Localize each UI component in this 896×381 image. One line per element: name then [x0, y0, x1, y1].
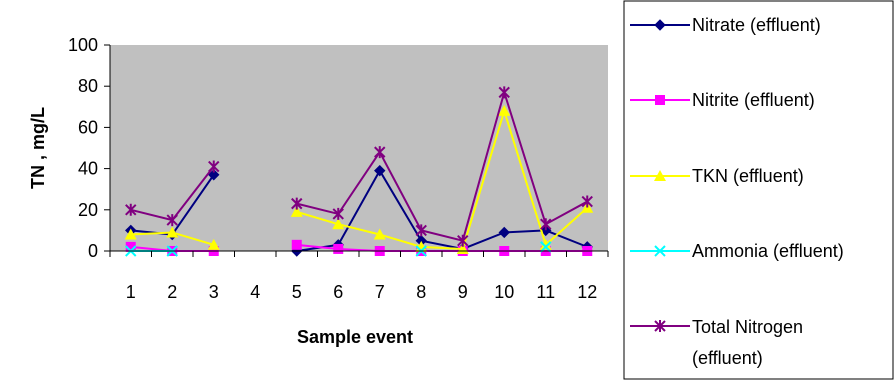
- legend-marker-tkn-effluent: [654, 170, 666, 181]
- x-tick-label: 3: [209, 282, 219, 302]
- series-line-total-nitrogen-effluent: [296, 88, 588, 242]
- x-tick-label: 5: [292, 282, 302, 302]
- data-point-total-nitrogen-effluent: [498, 86, 510, 99]
- y-tick-label: 100: [68, 35, 98, 55]
- data-point-total-nitrogen-effluent: [415, 224, 427, 237]
- legend: Nitrate (effluent) Nitrite (effluent) TKN …: [623, 0, 894, 380]
- y-axis-title: TN , mg/L: [28, 107, 48, 189]
- legend-label-line: Total Nitrogen: [692, 317, 803, 337]
- data-point-tkn-effluent: [373, 228, 386, 240]
- data-point-nitrite-effluent: [333, 243, 344, 254]
- x-tick-label: 10: [494, 282, 514, 302]
- legend-marker-ammonia-effluent: [654, 245, 666, 257]
- data-point-total-nitrogen-effluent: [540, 218, 552, 231]
- legend-label-ammonia-effluent: Ammonia (effluent): [692, 241, 844, 261]
- x-tick-label: 11: [536, 282, 555, 302]
- data-point-nitrite-effluent: [291, 239, 302, 250]
- data-point-nitrate-effluent: [208, 169, 220, 181]
- data-point-tkn-effluent: [166, 226, 179, 238]
- data-point-total-nitrogen-effluent: [457, 234, 469, 247]
- x-tick-label: 2: [167, 282, 177, 302]
- data-point-total-nitrogen-effluent: [374, 146, 386, 159]
- data-point-total-nitrogen-effluent: [332, 207, 344, 220]
- data-point-total-nitrogen-effluent: [208, 160, 220, 173]
- data-point-tkn-effluent: [290, 205, 303, 217]
- x-tick-label: 9: [458, 282, 468, 302]
- legend-label-nitrate-effluent: Nitrate (effluent): [692, 15, 821, 35]
- legend-label-nitrite-effluent: Nitrite (effluent): [692, 90, 815, 110]
- plot-area: [110, 45, 608, 251]
- x-tick-label: 7: [375, 282, 385, 302]
- legend-label-total-nitrogen-effluent: Total Nitrogen (effluent): [692, 317, 803, 368]
- plot-lines: [124, 86, 594, 257]
- data-point-tkn-effluent: [207, 238, 220, 250]
- x-tick-label: 6: [333, 282, 343, 302]
- data-point-total-nitrogen-effluent: [581, 195, 593, 208]
- y-tick-label: 40: [78, 159, 98, 179]
- x-tick-label: 1: [126, 282, 136, 302]
- data-point-tkn-effluent: [498, 104, 511, 116]
- legend-label-tkn-effluent: TKN (effluent): [692, 166, 804, 186]
- y-tick-label: 0: [88, 241, 98, 261]
- x-ticks: 1 2 3 4 5 6 7 8 9 10 11 12: [109, 251, 609, 302]
- data-point-nitrate-effluent: [374, 164, 386, 177]
- y-ticks: 0 20 40 60 80 100: [68, 35, 110, 261]
- legend-box: [623, 0, 894, 380]
- data-point-total-nitrogen-effluent: [291, 197, 303, 210]
- data-point-ammonia-effluent: [540, 241, 552, 253]
- x-tick-label: 12: [577, 282, 597, 302]
- data-point-nitrite-effluent: [125, 241, 136, 252]
- y-tick-label: 60: [78, 117, 98, 137]
- series-line-nitrate-effluent: [296, 168, 588, 252]
- data-point-tkn-effluent: [332, 218, 345, 230]
- x-axis-title: Sample event: [297, 327, 413, 347]
- y-tick-label: 80: [78, 76, 98, 96]
- y-tick-label: 20: [78, 200, 98, 220]
- series-line-tkn-effluent: [296, 107, 588, 250]
- legend-marker-nitrate-effluent: [654, 19, 666, 31]
- legend-label-line: (effluent): [692, 348, 763, 368]
- data-point-tkn-effluent: [124, 228, 137, 240]
- data-point-tkn-effluent: [539, 238, 552, 250]
- legend-marker-nitrite-effluent: [655, 95, 665, 105]
- data-point-total-nitrogen-effluent: [166, 214, 178, 227]
- x-tick-label: 8: [416, 282, 426, 302]
- legend-marker-total-nitrogen-effluent: [654, 320, 666, 332]
- series-total-nitrogen-effluent: [125, 86, 593, 247]
- data-point-total-nitrogen-effluent: [125, 203, 137, 216]
- x-tick-label: 4: [250, 282, 260, 302]
- data-point-nitrate-effluent: [498, 226, 510, 239]
